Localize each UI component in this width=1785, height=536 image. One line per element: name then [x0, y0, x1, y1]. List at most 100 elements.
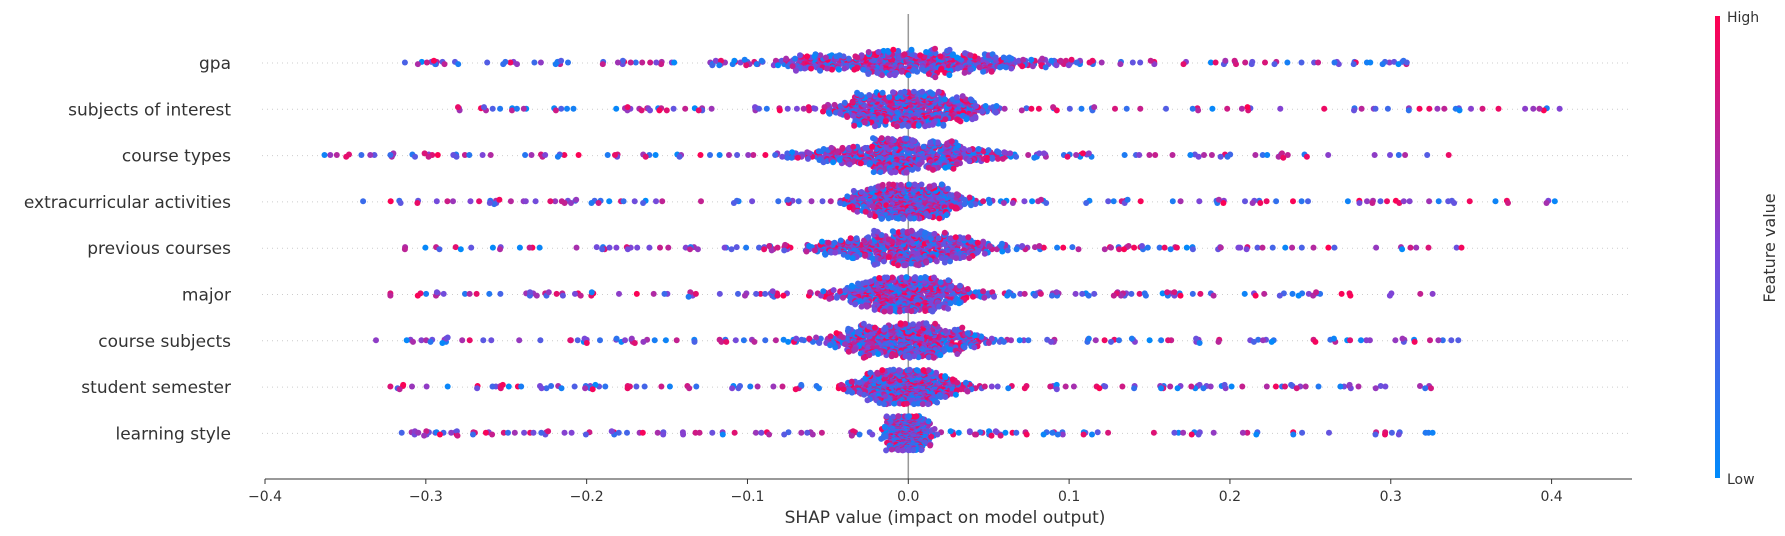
shap-point: [595, 200, 602, 206]
shap-point: [1215, 196, 1222, 203]
shap-point: [1435, 337, 1442, 344]
shap-point: [1086, 59, 1093, 66]
shap-point: [712, 57, 719, 64]
shap-point: [1298, 59, 1305, 66]
shap-point: [956, 300, 962, 307]
shap-point: [631, 340, 638, 346]
shap-point: [1137, 59, 1144, 66]
shap-point: [911, 181, 918, 188]
shap-point: [1209, 105, 1216, 112]
shap-point: [980, 288, 987, 295]
shap-point: [858, 303, 865, 310]
shap-point: [522, 198, 529, 205]
shap-point: [327, 152, 334, 158]
shap-point: [1048, 57, 1055, 64]
shap-point: [1039, 55, 1046, 62]
shap-point: [837, 110, 844, 117]
shap-point: [820, 159, 827, 166]
shap-point: [922, 229, 929, 236]
shap-point: [728, 246, 735, 253]
shap-point: [885, 215, 892, 222]
shap-point: [486, 200, 493, 206]
shap-point: [961, 201, 968, 208]
shap-point: [513, 105, 520, 112]
shap-point: [1020, 56, 1027, 63]
shap-point: [837, 200, 844, 206]
shap-point: [831, 101, 838, 108]
shap-point: [927, 89, 934, 96]
shap-point: [1269, 244, 1276, 251]
shap-point: [870, 135, 876, 142]
shap-point: [854, 329, 861, 335]
shap-point: [898, 181, 904, 188]
shap-point: [1171, 289, 1178, 296]
shap-point: [782, 241, 789, 248]
shap-point: [801, 65, 808, 72]
shap-point: [903, 135, 910, 142]
shap-point: [934, 139, 941, 146]
shap-point: [1169, 152, 1176, 158]
shap-point: [514, 61, 520, 68]
shap-point: [749, 198, 756, 205]
shap-point: [624, 246, 631, 253]
shap-point: [558, 105, 565, 112]
shap-point: [964, 286, 971, 292]
shap-point: [606, 198, 613, 205]
shap-point: [433, 289, 440, 296]
shap-point: [1411, 338, 1418, 345]
shap-point: [1013, 153, 1020, 160]
shap-point: [858, 189, 865, 195]
shap-point: [820, 288, 827, 295]
shap-point: [942, 164, 949, 171]
shap-point: [935, 235, 942, 242]
shap-point: [434, 152, 441, 158]
shap-point: [536, 244, 543, 251]
shap-point: [871, 261, 878, 268]
shap-point: [1146, 152, 1153, 158]
shap-point: [846, 161, 853, 168]
shap-point: [360, 198, 367, 205]
shap-point: [1029, 198, 1036, 205]
shap-point: [845, 55, 852, 62]
shap-point: [1350, 61, 1357, 68]
shap-point: [849, 98, 856, 105]
shap-point: [730, 200, 737, 206]
shap-point: [1048, 338, 1054, 345]
shap-point: [1392, 337, 1399, 344]
shap-point: [758, 57, 765, 64]
shap-point: [884, 274, 891, 281]
shap-point: [1356, 200, 1363, 206]
shap-point: [575, 152, 582, 158]
shap-point: [901, 51, 908, 58]
shap-point: [1224, 105, 1231, 112]
shap-point: [532, 198, 539, 205]
shap-point: [929, 308, 936, 315]
shap-point: [1249, 200, 1256, 206]
shap-point: [862, 208, 869, 215]
shap-point: [811, 53, 818, 60]
shap-point: [1373, 244, 1380, 251]
shap-point: [1001, 105, 1008, 112]
shap-point: [903, 169, 910, 176]
shap-point: [1112, 105, 1118, 112]
shap-point: [813, 334, 820, 341]
shap-point: [991, 293, 997, 300]
shap-point: [959, 324, 966, 331]
shap-point: [980, 68, 987, 75]
shap-point: [989, 155, 996, 162]
shap-point: [1064, 153, 1071, 160]
shap-point: [937, 279, 944, 286]
shap-point: [1029, 63, 1036, 70]
shap-point: [1429, 290, 1436, 297]
shap-point: [925, 164, 932, 171]
shap-point: [811, 247, 818, 254]
shap-point: [950, 51, 956, 58]
shap-point: [856, 121, 863, 128]
shap-point: [1041, 150, 1047, 157]
shap-point: [1008, 65, 1015, 72]
shap-point: [772, 152, 779, 158]
shap-point: [833, 330, 840, 337]
shap-point: [906, 354, 913, 361]
shap-point: [868, 185, 874, 192]
